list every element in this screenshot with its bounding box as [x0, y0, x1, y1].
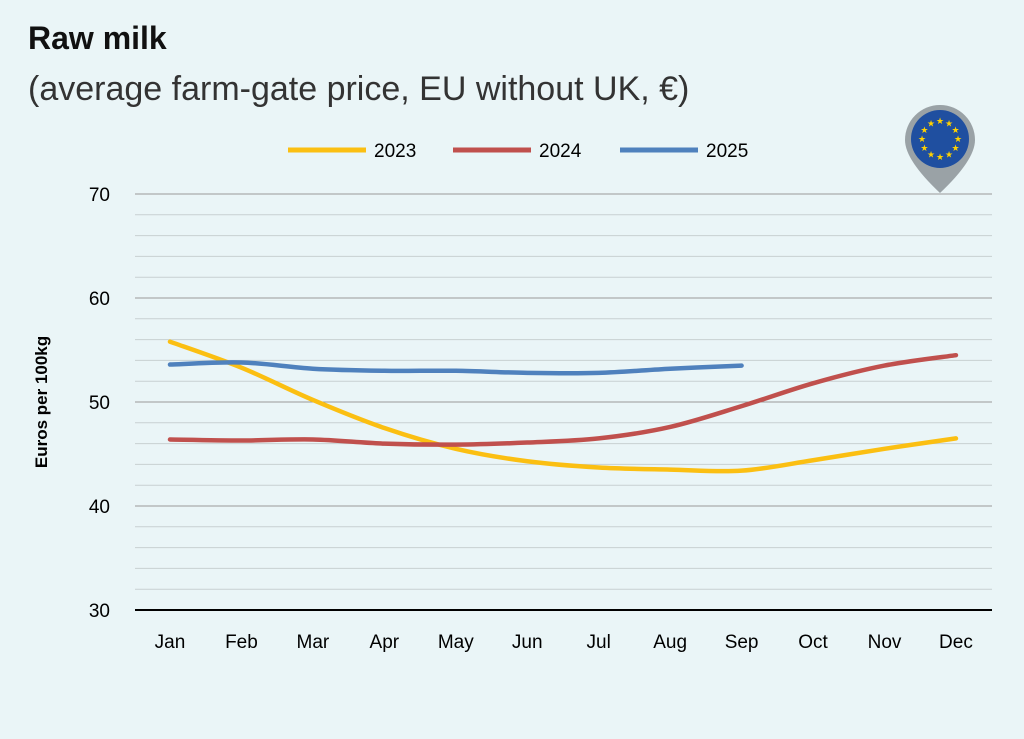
x-tick-label: May	[438, 632, 474, 653]
svg-text:★: ★	[945, 150, 953, 160]
y-tick-label: 60	[89, 289, 110, 310]
x-tick-label: Oct	[798, 632, 828, 653]
x-tick-label: Feb	[225, 632, 258, 653]
svg-text:★: ★	[954, 134, 962, 144]
svg-text:★: ★	[952, 125, 960, 135]
svg-text:★: ★	[952, 143, 960, 153]
svg-text:★: ★	[927, 150, 935, 160]
x-tick-label: Jul	[587, 632, 611, 653]
x-tick-label: Aug	[653, 632, 687, 653]
x-tick-label: Sep	[725, 632, 759, 653]
x-tick-label: Apr	[370, 632, 400, 653]
x-tick-label: Dec	[939, 632, 973, 653]
y-tick-label: 30	[89, 601, 110, 622]
chart-subtitle: (average farm-gate price, EU without UK,…	[28, 70, 690, 108]
series-line-2023	[167, 339, 959, 474]
svg-text:★: ★	[920, 143, 928, 153]
svg-text:★: ★	[920, 125, 928, 135]
svg-text:★: ★	[936, 152, 944, 162]
legend-label-2024: 2024	[539, 141, 582, 162]
x-tick-label: Jan	[155, 632, 186, 653]
chart-title: Raw milk	[28, 20, 167, 56]
x-tick-label: Mar	[297, 632, 330, 653]
series-line-2024	[167, 352, 959, 447]
svg-text:★: ★	[945, 118, 953, 128]
svg-text:★: ★	[927, 118, 935, 128]
legend-label-2025: 2025	[706, 141, 748, 162]
svg-text:★: ★	[918, 134, 926, 144]
x-tick-label: Jun	[512, 632, 543, 653]
y-tick-label: 70	[89, 185, 110, 206]
x-tick-label: Nov	[868, 632, 902, 653]
y-tick-label: 50	[89, 393, 110, 414]
svg-text:★: ★	[936, 116, 944, 126]
y-tick-label: 40	[89, 497, 110, 518]
series-line-2025	[167, 360, 744, 376]
eu-flag-pin-icon: ★ ★★★★★★★★★★★	[905, 105, 975, 193]
y-axis-label: Euros per 100kg	[32, 336, 51, 468]
legend-label-2023: 2023	[374, 141, 416, 162]
